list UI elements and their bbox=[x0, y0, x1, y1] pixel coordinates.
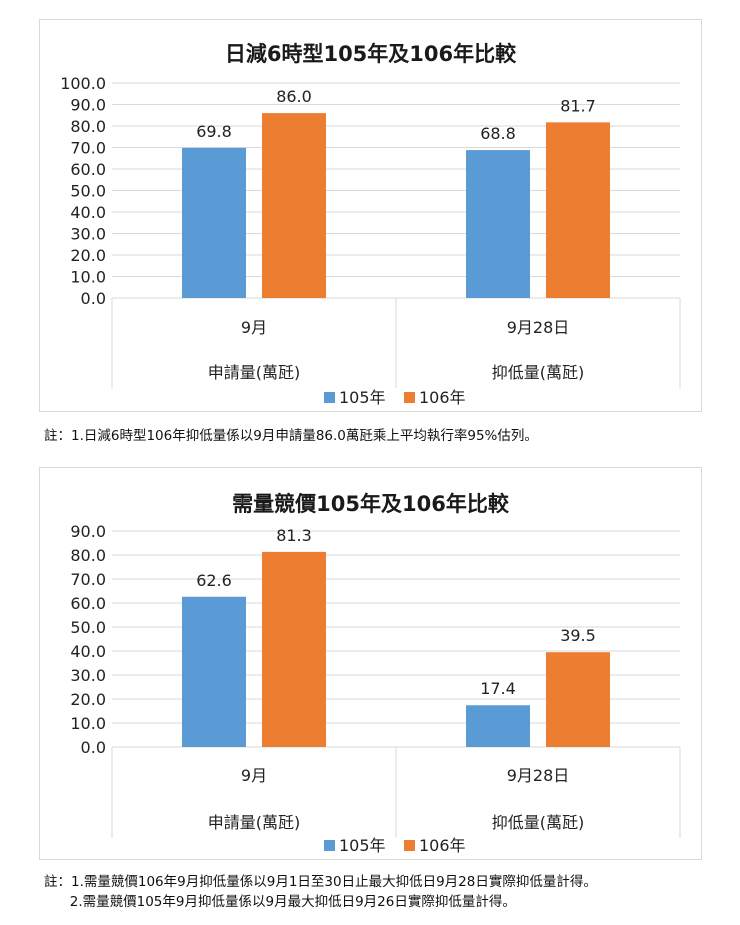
chart-title: 日減6時型105年及106年比較 bbox=[224, 42, 517, 66]
y-tick-label: 90.0 bbox=[70, 522, 106, 541]
chart-note: 註：1.需量競價106年9月抑低量係以9月1日至30日止最大抑低日9月28日實際… bbox=[44, 874, 597, 890]
bar-106年-9月 bbox=[262, 551, 326, 747]
y-tick-label: 100.0 bbox=[60, 74, 106, 93]
legend-label: 106年 bbox=[419, 388, 466, 407]
data-label: 81.7 bbox=[560, 96, 596, 115]
x-category-label: 9月28日 bbox=[507, 318, 570, 337]
y-tick-label: 20.0 bbox=[70, 690, 106, 709]
chart-title: 需量競價105年及106年比較 bbox=[232, 492, 509, 516]
y-tick-label: 80.0 bbox=[70, 117, 106, 136]
chart-plot-2: 0.0 10.0 20.0 30.0 40.0 50.0 60.0 70.0 80.0 90.0 6… bbox=[70, 522, 681, 855]
legend-label: 105年 bbox=[339, 388, 386, 407]
data-label: 86.0 bbox=[276, 87, 312, 106]
x-group-label: 申請量(萬瓩) bbox=[208, 363, 301, 382]
y-tick-label: 20.0 bbox=[70, 246, 106, 265]
y-tick-label: 30.0 bbox=[70, 225, 106, 244]
legend-swatch bbox=[404, 392, 415, 403]
data-label: 81.3 bbox=[276, 526, 312, 545]
chart-panel-1: 日減6時型105年及106年比較 0.0 10.0 20.0 30.0 40.0 50.0… bbox=[39, 19, 702, 412]
legend-label: 105年 bbox=[339, 836, 386, 855]
x-group-label: 抑低量(萬瓩) bbox=[492, 813, 585, 832]
y-tick-label: 10.0 bbox=[70, 714, 106, 733]
chart-note: 註：1.日減6時型106年抑低量係以9月申請量86.0萬瓩乘上平均執行率95%估… bbox=[44, 428, 538, 444]
legend-swatch bbox=[324, 840, 335, 851]
legend-label: 106年 bbox=[419, 836, 466, 855]
x-category-label: 9月 bbox=[241, 766, 267, 785]
x-category-label: 9月 bbox=[241, 318, 267, 337]
y-tick-label: 40.0 bbox=[70, 203, 106, 222]
x-group-label: 抑低量(萬瓩) bbox=[492, 363, 585, 382]
chart-plot-1: 0.0 10.0 20.0 30.0 40.0 50.0 60.0 70.0 80.0 90.0 1… bbox=[60, 74, 681, 407]
y-tick-label: 50.0 bbox=[70, 182, 106, 201]
legend-swatch bbox=[404, 840, 415, 851]
bar-106年-9月28日 bbox=[546, 122, 610, 298]
x-group-label: 申請量(萬瓩) bbox=[208, 813, 301, 832]
y-tick-label: 0.0 bbox=[81, 289, 106, 308]
data-label: 62.6 bbox=[196, 571, 232, 590]
y-tick-label: 70.0 bbox=[70, 139, 106, 158]
data-label: 17.4 bbox=[480, 679, 516, 698]
chart-panel-2: 需量競價105年及106年比較 0.0 10.0 20.0 30.0 40.0 50.0 6… bbox=[39, 467, 702, 860]
bar-105年-9月28日 bbox=[466, 705, 530, 747]
data-label: 39.5 bbox=[560, 626, 596, 645]
y-tick-label: 90.0 bbox=[70, 96, 106, 115]
y-tick-label: 80.0 bbox=[70, 546, 106, 565]
legend-swatch bbox=[324, 392, 335, 403]
bar-106年-9月28日 bbox=[546, 652, 610, 747]
bar-105年-9月 bbox=[182, 596, 246, 747]
chart-note: 2.需量競價105年9月抑低量係以9月最大抑低日9月26日實際抑低量計得。 bbox=[44, 894, 516, 910]
y-tick-label: 50.0 bbox=[70, 618, 106, 637]
y-tick-label: 60.0 bbox=[70, 594, 106, 613]
x-category-label: 9月28日 bbox=[507, 766, 570, 785]
bar-106年-9月 bbox=[262, 113, 326, 298]
data-label: 68.8 bbox=[480, 124, 516, 143]
y-tick-label: 0.0 bbox=[81, 738, 106, 757]
bar-105年-9月 bbox=[182, 147, 246, 298]
y-tick-label: 60.0 bbox=[70, 160, 106, 179]
y-tick-label: 30.0 bbox=[70, 666, 106, 685]
y-tick-label: 10.0 bbox=[70, 268, 106, 287]
y-tick-label: 70.0 bbox=[70, 570, 106, 589]
data-label: 69.8 bbox=[196, 122, 232, 141]
y-tick-label: 40.0 bbox=[70, 642, 106, 661]
bar-105年-9月28日 bbox=[466, 150, 530, 298]
